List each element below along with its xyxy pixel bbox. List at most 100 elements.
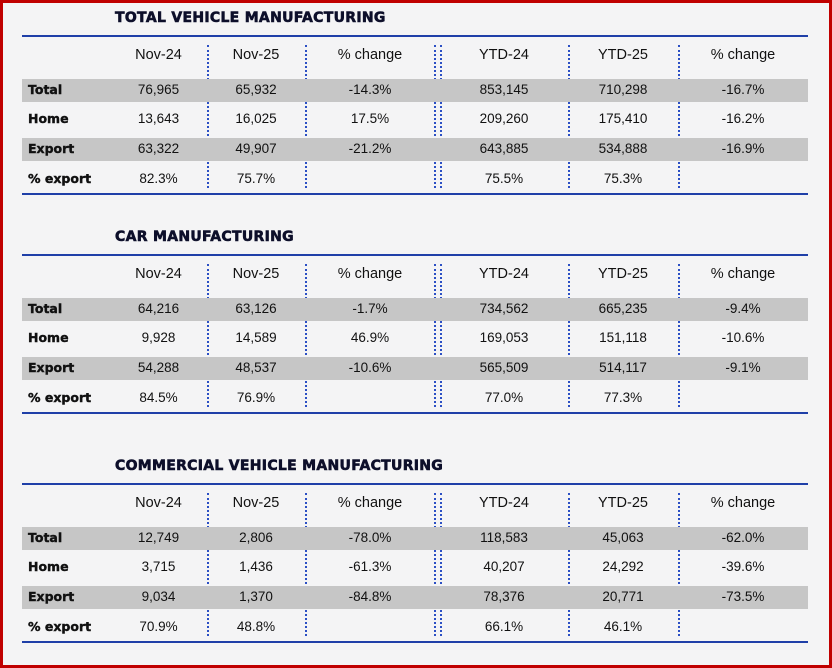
column-divider (678, 264, 680, 407)
column-header: YTD-24 (479, 495, 529, 511)
column-header: YTD-24 (479, 266, 529, 282)
column-divider (207, 493, 209, 636)
column-header: Nov-25 (232, 47, 280, 63)
table-cell: 77.0% (484, 390, 524, 405)
column-divider (440, 264, 442, 407)
table-cell: 40,207 (483, 559, 525, 574)
table-cell: -16.2% (721, 111, 765, 126)
column-divider (678, 45, 680, 188)
table-cell: 13,643 (137, 111, 180, 126)
table-cell: 46.9% (350, 330, 390, 345)
column-divider (568, 264, 570, 407)
top-rule (22, 254, 808, 256)
column-divider (678, 493, 680, 636)
table-cell: -9.1% (725, 360, 761, 375)
table-cell: 118,583 (480, 530, 528, 545)
column-header: Nov-24 (135, 495, 182, 511)
table-cell: -14.3% (348, 82, 392, 97)
table-cell: 20,771 (602, 589, 644, 604)
column-divider (440, 493, 442, 636)
table-cell: 82.3% (139, 171, 178, 186)
row-band (22, 298, 808, 321)
table-cell (678, 168, 808, 190)
row-band (22, 586, 808, 609)
table-cell: 48.8% (236, 619, 276, 634)
table-cell: 78,376 (483, 589, 525, 604)
column-header: % change (337, 495, 403, 511)
table-cell: 14,589 (235, 330, 277, 345)
table-cell: -84.8% (348, 589, 392, 604)
table-cell: 2,806 (239, 530, 273, 545)
table-cell: -73.5% (721, 589, 765, 604)
table-cell: -78.0% (348, 530, 392, 545)
row-label: Home (28, 111, 69, 126)
table-cell: 46.1% (603, 619, 643, 634)
table-cell: -16.9% (721, 141, 765, 156)
column-header: % change (710, 495, 776, 511)
table-cell: 734,562 (479, 301, 529, 316)
table-cell: -39.6% (721, 559, 765, 574)
table-cell: 64,216 (137, 301, 180, 316)
section-table: COMMERCIAL VEHICLE MANUFACTURING Nov-24 No… (0, 448, 832, 666)
table-cell (678, 616, 808, 638)
column-divider (568, 493, 570, 636)
table-cell: 534,888 (598, 141, 648, 156)
row-label: Home (28, 559, 69, 574)
column-divider (440, 45, 442, 188)
row-label: % export (28, 171, 92, 186)
table-cell: 3,715 (141, 559, 176, 574)
table-cell: 17.5% (350, 111, 390, 126)
column-divider (568, 45, 570, 188)
table-cell: 63,126 (235, 301, 277, 316)
column-divider (434, 493, 436, 636)
row-label: Export (28, 360, 75, 375)
column-header: % change (710, 47, 776, 63)
row-label: Total (28, 301, 63, 316)
table-cell: 151,118 (599, 330, 647, 345)
table-cell: -10.6% (721, 330, 765, 345)
table-cell: 514,117 (599, 360, 647, 375)
row-label: Home (28, 330, 69, 345)
row-label: % export (28, 619, 92, 634)
table-cell: 16,025 (235, 111, 277, 126)
column-divider (207, 45, 209, 188)
column-divider (434, 45, 436, 188)
table-cell: 1,370 (239, 589, 273, 604)
table-cell: 565,509 (479, 360, 529, 375)
table-cell: 65,932 (235, 82, 277, 97)
table-cell: 75.3% (603, 171, 643, 186)
table-cell: 1,436 (239, 559, 273, 574)
section-table: CAR MANUFACTURING Nov-24 Nov-25 % change YTD… (0, 219, 832, 437)
column-divider (305, 493, 307, 636)
row-band (22, 138, 808, 161)
top-rule (22, 483, 808, 485)
table-cell: 76.9% (236, 390, 276, 405)
column-header: YTD-25 (598, 266, 648, 282)
table-cell: 665,235 (598, 301, 648, 316)
table-cell: 75.5% (484, 171, 524, 186)
column-header: % change (337, 47, 403, 63)
column-divider (305, 45, 307, 188)
table-cell: 9,034 (141, 589, 176, 604)
table-cell: -10.6% (348, 360, 392, 375)
table-cell: 710,298 (598, 82, 648, 97)
table-cell: 24,292 (602, 559, 644, 574)
table-cell: -9.4% (725, 301, 761, 316)
section-title: TOTAL VEHICLE MANUFACTURING (115, 10, 386, 27)
table-cell: 45,063 (602, 530, 644, 545)
table-cell: 54,288 (137, 360, 180, 375)
table-cell: 169,053 (479, 330, 529, 345)
top-rule (22, 35, 808, 37)
column-header: YTD-25 (598, 47, 648, 63)
row-label: % export (28, 390, 92, 405)
table-cell (305, 616, 435, 638)
column-header: % change (710, 266, 776, 282)
bottom-rule (22, 641, 808, 643)
table-cell (305, 168, 435, 190)
table-cell: 175,410 (598, 111, 648, 126)
table-cell: 9,928 (141, 330, 176, 345)
row-band (22, 357, 808, 380)
row-label: Total (28, 82, 63, 97)
table-cell: 76,965 (137, 82, 180, 97)
